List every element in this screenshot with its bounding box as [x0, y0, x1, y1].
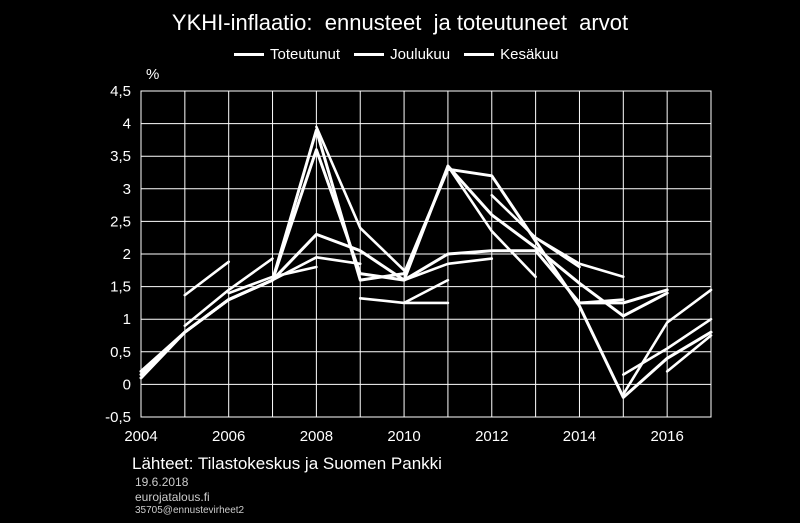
legend-swatch — [354, 53, 385, 56]
y-tick-label: 2 — [123, 246, 131, 263]
y-tick-label: 2,5 — [110, 213, 131, 230]
legend: Toteutunut Joulukuu Kesäkuu — [234, 46, 558, 63]
legend-swatch — [234, 53, 264, 56]
forecast-path-line — [271, 255, 362, 282]
plot-frame — [140, 90, 712, 418]
forecast-path-line — [621, 317, 713, 376]
y-tick-label: 0 — [123, 376, 131, 393]
forecast-path-line — [183, 257, 274, 328]
y-tick-label: 4 — [123, 116, 131, 133]
series-line-kes-kuu — [139, 232, 669, 377]
x-tick-label: 2014 — [563, 428, 596, 445]
forecast-path-line — [621, 288, 713, 396]
legend-label: Kesäkuu — [500, 46, 559, 63]
legend-label: Joulukuu — [390, 46, 451, 63]
forecast-path-line — [446, 164, 537, 279]
x-tick-label: 2010 — [387, 428, 420, 445]
legend-swatch — [464, 53, 495, 56]
forecast-path-line — [402, 257, 494, 282]
legend-item-toteutunut: Toteutunut — [234, 46, 340, 63]
x-tick-label: 2008 — [300, 428, 333, 445]
y-tick-label: 1,5 — [110, 279, 131, 296]
y-tick-label: 4,5 — [110, 83, 131, 100]
chart-title: YKHI-inflaatio: ennusteet ja toteutuneet… — [171, 10, 629, 35]
x-tick-label: 2004 — [124, 428, 157, 445]
legend-item-kesakuu: Kesäkuu — [464, 46, 558, 63]
y-tick-label: 1 — [123, 311, 131, 328]
y-tick-label: 0,5 — [110, 344, 131, 361]
legend-item-joulukuu: Joulukuu — [354, 46, 450, 63]
source-note: Lähteet: Tilastokeskus ja Suomen Pankki — [132, 454, 442, 473]
y-tick-label: 3,5 — [110, 148, 131, 165]
forecast-path-line — [315, 125, 406, 272]
legend-label: Toteutunut — [270, 46, 341, 63]
forecast-path-line — [534, 236, 625, 279]
x-tick-label: 2016 — [650, 428, 683, 445]
publish-date: 19.6.2018 — [135, 475, 189, 489]
forecast-path-line — [183, 260, 230, 297]
y-tick-label: 3 — [123, 181, 131, 198]
site-name: eurojatalous.fi — [135, 490, 210, 504]
y-axis-unit: % — [146, 66, 160, 83]
y-tick-label: -0,5 — [105, 409, 131, 426]
forecast-path-line — [665, 334, 713, 373]
x-tick-label: 2006 — [212, 428, 245, 445]
chart-code: 35705@ennustevirheet2 — [135, 505, 245, 516]
x-tick-label: 2012 — [475, 428, 508, 445]
